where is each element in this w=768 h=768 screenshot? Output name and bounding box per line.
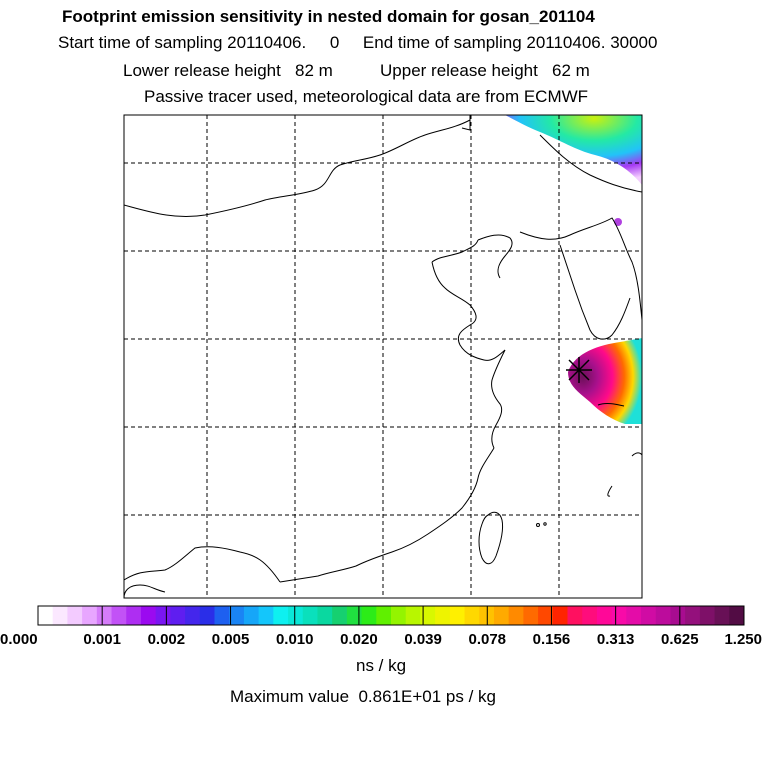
colorbar-cell	[699, 606, 716, 625]
colorbar-cell	[52, 606, 68, 625]
colorbar-cell	[214, 606, 230, 625]
colorbar-cell	[508, 606, 524, 625]
colorbar-tick-label: 0.000	[0, 631, 38, 648]
colorbar-cell	[96, 606, 113, 625]
colorbar-tick-label: 0.010	[276, 631, 314, 648]
colorbar-cell	[626, 606, 642, 625]
colorbar-cell	[641, 606, 657, 625]
colorbar-cell	[655, 606, 671, 625]
maximum-value: Maximum value 0.861E+01 ps / kg	[230, 687, 496, 706]
colorbar-cell	[391, 606, 407, 625]
plume-northeast	[505, 115, 642, 185]
colorbar-cell	[111, 606, 127, 625]
map-title: Footprint emission sensitivity in nested…	[62, 7, 595, 26]
colorbar-cell	[170, 606, 186, 625]
colorbar-cell	[140, 606, 157, 625]
colorbar-cell	[361, 606, 377, 625]
colorbar-cell	[552, 606, 568, 625]
colorbar-tick-label: 0.313	[597, 631, 635, 648]
colorbar-cell	[611, 606, 627, 625]
receptor-star-icon	[566, 357, 592, 383]
colorbar-cell	[273, 606, 289, 625]
colorbar-tick-label: 0.625	[661, 631, 699, 648]
colorbar-tick-label: 0.001	[83, 631, 121, 648]
colorbar-cell	[67, 606, 83, 625]
colorbar-cell	[155, 606, 171, 625]
colorbar-cell	[229, 606, 245, 625]
colorbar-cell	[82, 606, 98, 625]
plume-receptor	[568, 338, 642, 424]
colorbar-cell	[288, 606, 304, 625]
colorbar-cell	[685, 606, 701, 625]
colorbar-tick-label: 1.250	[724, 631, 762, 648]
colorbar-tick-label: 0.156	[533, 631, 571, 648]
sampling-time-line: Start time of sampling 20110406. 0 End t…	[58, 33, 658, 52]
colorbar-tick-label: 0.078	[468, 631, 506, 648]
map-frame	[123, 114, 643, 599]
colorbar-cell	[185, 606, 201, 625]
colorbar-tick-label: 0.002	[148, 631, 186, 648]
colorbar-cell	[449, 606, 466, 625]
coastlines	[124, 115, 642, 598]
colorbar-cell	[523, 606, 539, 625]
colorbar-cell	[714, 606, 730, 625]
colorbar-cell	[199, 606, 215, 625]
colorbar-cell	[376, 606, 392, 625]
tracer-info-line: Passive tracer used, meteorological data…	[144, 87, 589, 106]
colorbar-units: ns / kg	[356, 656, 407, 675]
colorbar-cell	[670, 606, 686, 625]
colorbar-cell	[317, 606, 333, 625]
colorbar-cell	[567, 606, 583, 625]
colorbar-cell	[243, 606, 260, 625]
colorbar-tick-label: 0.039	[404, 631, 442, 648]
colorbar-tick-label: 0.005	[212, 631, 250, 648]
colorbar-cell	[582, 606, 598, 625]
colorbar-cell	[729, 606, 745, 625]
colorbar-cell	[302, 606, 318, 625]
colorbar-cell	[464, 606, 480, 625]
colorbar-cell	[346, 606, 363, 625]
colorbar-cell	[405, 606, 421, 625]
colorbar-cell	[420, 606, 436, 625]
colorbar-cell	[493, 606, 510, 625]
colorbar-cell	[596, 606, 613, 625]
colorbar-cell	[258, 606, 274, 625]
graticule	[124, 115, 642, 598]
colorbar-cell	[435, 606, 451, 625]
colorbar-cell	[126, 606, 142, 625]
colorbar-cell	[332, 606, 348, 625]
colorbar-cell	[38, 606, 54, 625]
colorbar-tick-label: 0.020	[340, 631, 378, 648]
colorbar-cell	[538, 606, 554, 625]
release-height-line: Lower release height 82 m Upper release …	[123, 61, 590, 80]
